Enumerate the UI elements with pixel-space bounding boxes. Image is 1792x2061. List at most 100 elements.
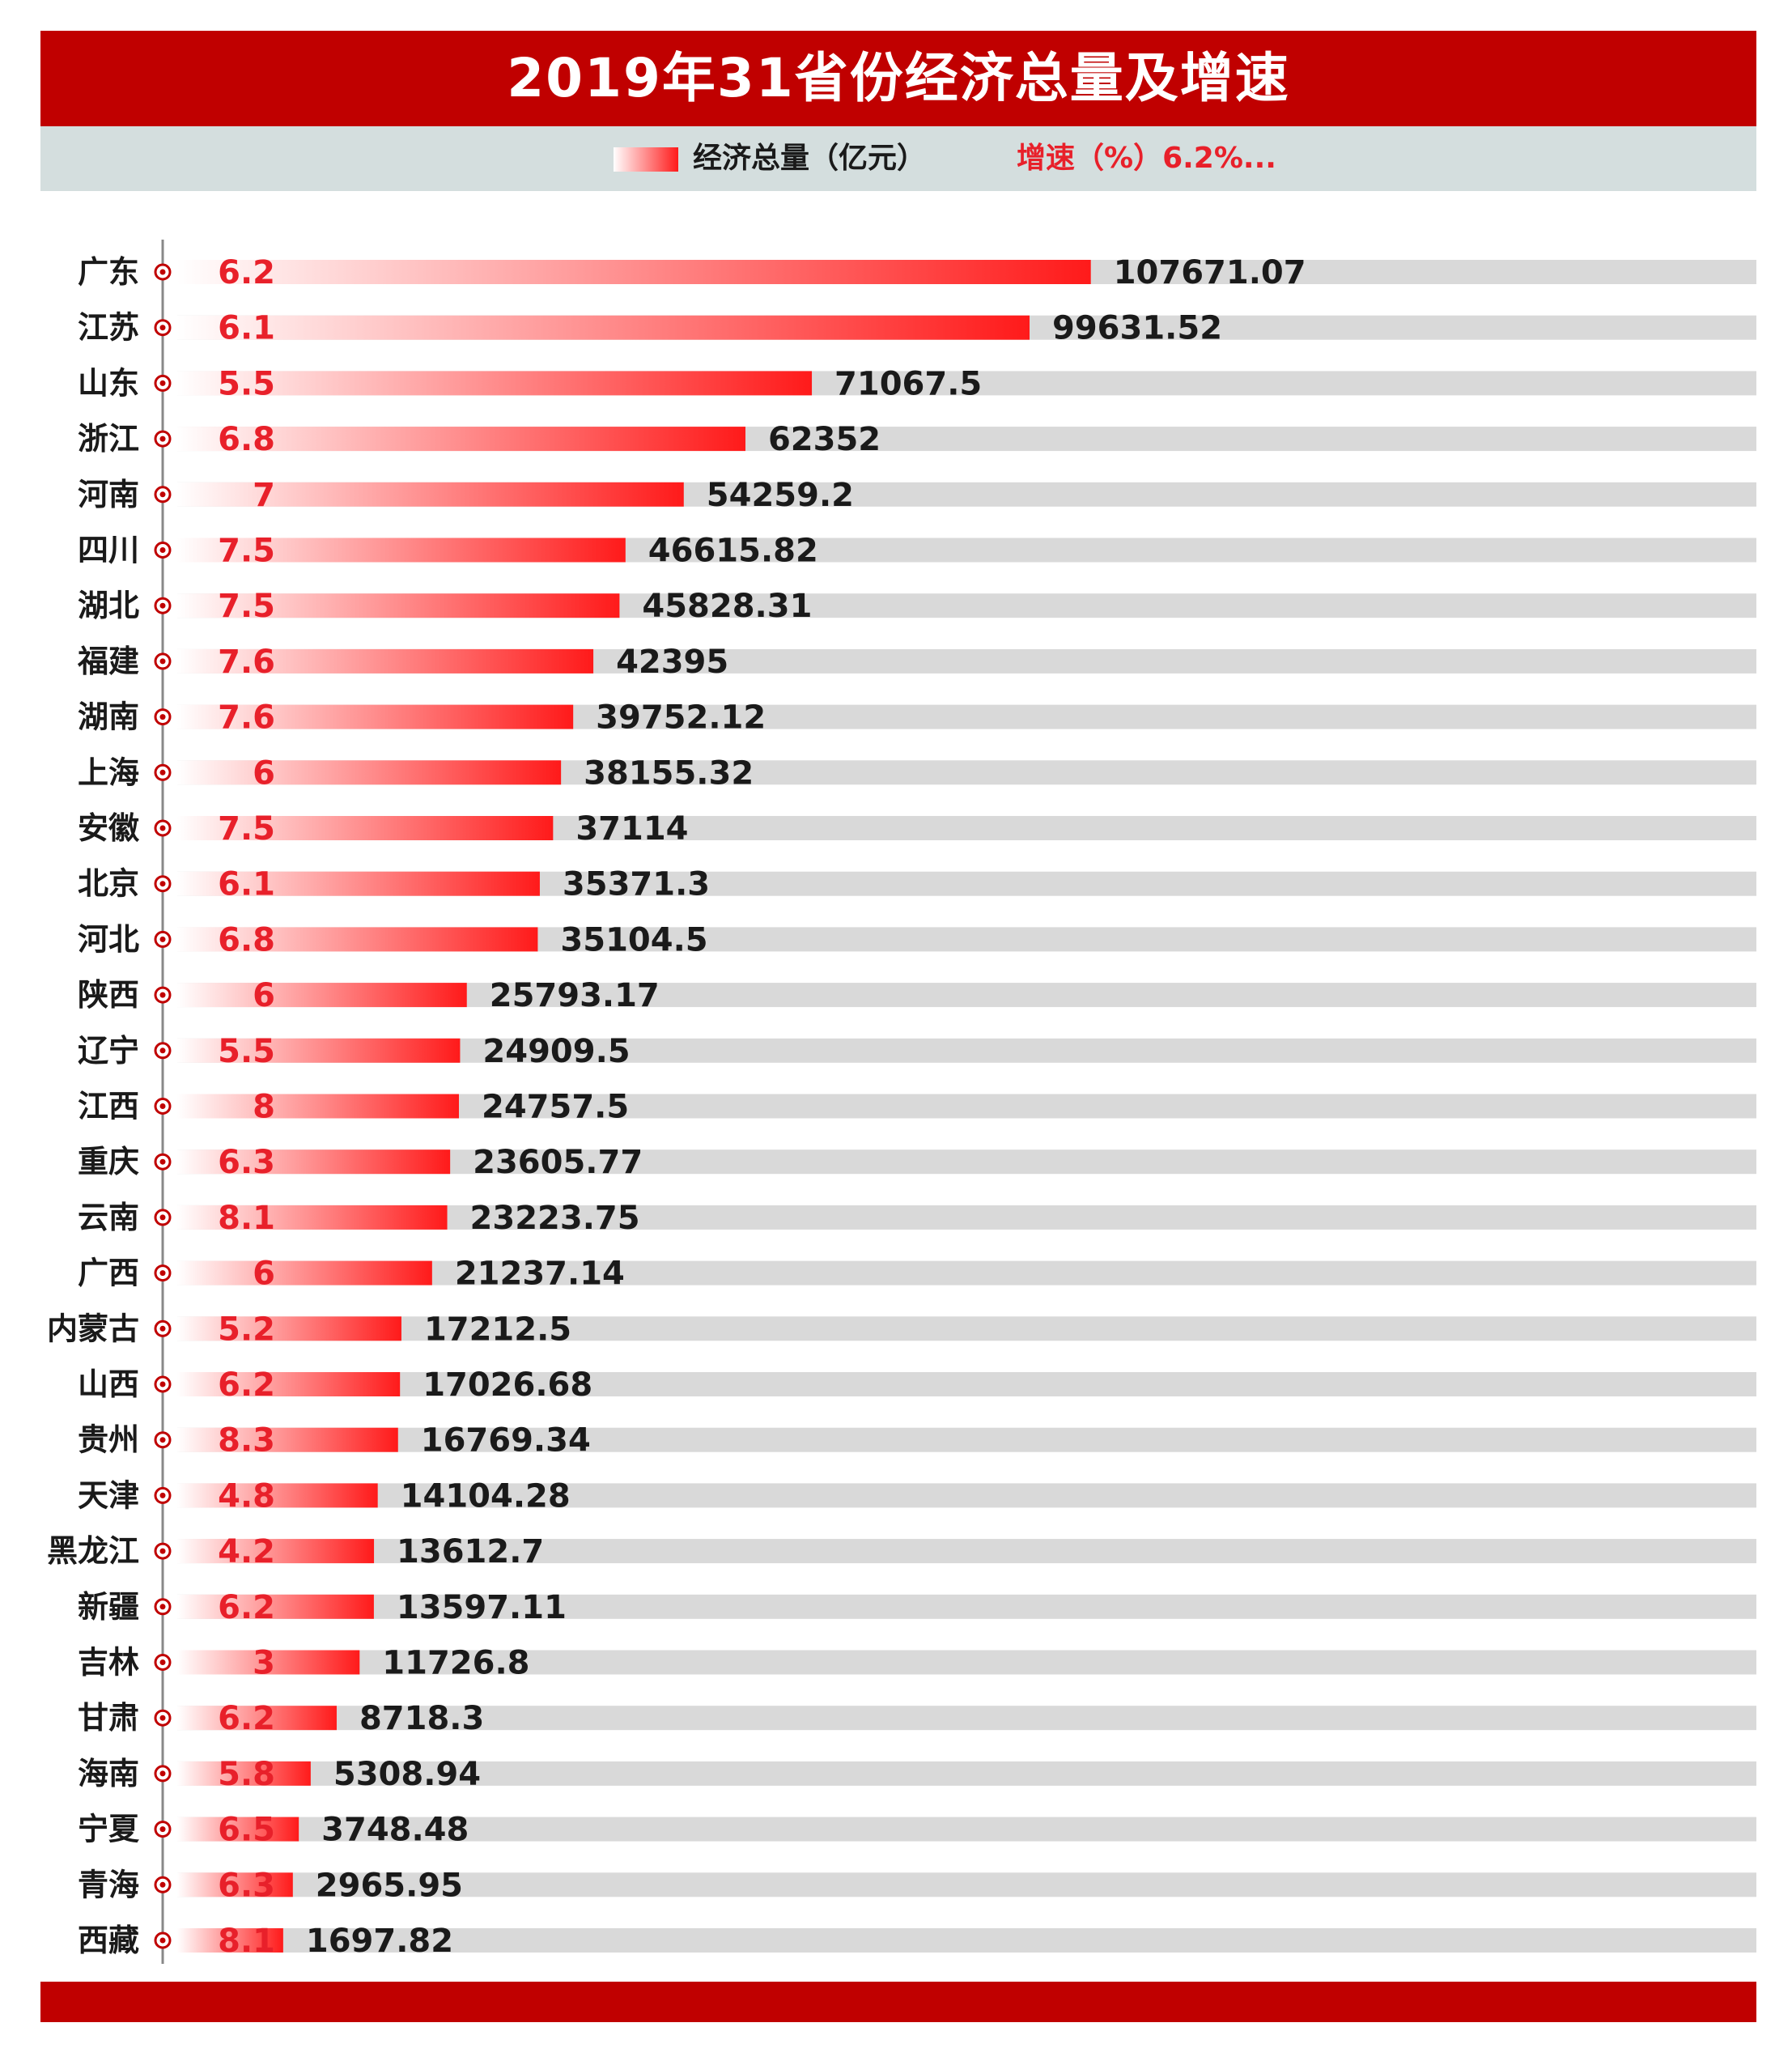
growth-label: 8 <box>253 1089 275 1126</box>
value-label: 23605.77 <box>473 1144 643 1181</box>
value-label: 46615.82 <box>648 533 818 570</box>
province-label: 江西 <box>78 1089 139 1124</box>
value-bar <box>177 1706 337 1731</box>
bar-track <box>177 1260 1756 1285</box>
axis-marker-dot <box>159 380 166 386</box>
growth-label: 6 <box>253 1256 275 1293</box>
province-label: 西藏 <box>78 1923 139 1958</box>
growth-label: 5.8 <box>218 1756 275 1793</box>
chart-row: 广东 6.2 107671.07 <box>78 254 1756 291</box>
province-label: 新疆 <box>78 1589 139 1625</box>
value-label: 3748.48 <box>321 1812 469 1849</box>
chart-row: 宁夏 6.5 3748.48 <box>78 1812 1756 1849</box>
value-bar <box>177 1149 451 1175</box>
province-label: 吉林 <box>78 1645 139 1681</box>
bar-track <box>177 1372 1756 1396</box>
chart-row: 广西 6 21237.14 <box>78 1256 1756 1293</box>
value-bar <box>177 315 1030 340</box>
value-label: 24909.5 <box>482 1033 630 1070</box>
axis-marker-dot <box>159 1604 166 1610</box>
axis-marker-dot <box>159 658 166 665</box>
value-bar <box>177 1539 375 1564</box>
axis-marker-dot <box>159 1270 166 1277</box>
value-bar <box>177 1594 374 1619</box>
axis-marker-dot <box>159 491 166 498</box>
chart-row: 河南 7 54259.2 <box>78 477 1756 514</box>
value-label: 8718.3 <box>359 1700 484 1737</box>
province-label: 广西 <box>78 1256 139 1291</box>
province-label: 北京 <box>78 866 139 902</box>
value-label: 25793.17 <box>490 977 660 1014</box>
bar-track <box>177 1872 1756 1897</box>
axis-marker-dot <box>159 602 166 609</box>
axis-marker-dot <box>159 1103 166 1109</box>
growth-label: 6.1 <box>218 310 275 347</box>
axis-marker-dot <box>159 325 166 331</box>
chart-row: 黑龙江 4.2 13612.7 <box>47 1533 1756 1570</box>
growth-label: 6.5 <box>218 1812 275 1849</box>
growth-label: 6.2 <box>218 254 275 291</box>
value-bar <box>177 1928 283 1953</box>
value-label: 17212.5 <box>424 1311 571 1348</box>
growth-label: 4.8 <box>218 1477 275 1515</box>
province-label: 黑龙江 <box>47 1533 139 1569</box>
legend-swatch <box>614 147 678 172</box>
chart-row: 湖北 7.5 45828.31 <box>78 588 1756 625</box>
growth-label: 8.3 <box>218 1422 275 1460</box>
value-bar <box>177 1038 461 1063</box>
axis-marker-dot <box>159 1881 166 1888</box>
chart-row: 山东 5.5 71067.5 <box>78 365 1756 402</box>
province-label: 贵州 <box>78 1422 139 1458</box>
province-label: 海南 <box>78 1756 139 1791</box>
province-label: 重庆 <box>78 1144 139 1179</box>
growth-label: 6.2 <box>218 1366 275 1404</box>
value-bar <box>177 260 1091 284</box>
value-bar <box>177 871 540 896</box>
value-label: 71067.5 <box>834 365 982 402</box>
province-label: 河北 <box>78 921 139 957</box>
value-label: 107671.07 <box>1114 254 1306 291</box>
growth-label: 5.2 <box>218 1311 275 1348</box>
chart-row: 安徽 7.5 37114 <box>78 810 1756 848</box>
axis-marker-dot <box>159 1937 166 1944</box>
axis-marker-dot <box>159 714 166 720</box>
growth-label: 6.2 <box>218 1700 275 1737</box>
growth-label: 5.5 <box>218 365 275 402</box>
axis-marker-dot <box>159 1047 166 1054</box>
value-bar <box>177 538 626 563</box>
province-label: 浙江 <box>78 421 139 457</box>
bar-track <box>177 1761 1756 1786</box>
bar-track <box>177 1483 1756 1508</box>
chart-row: 江苏 6.1 99631.52 <box>78 310 1756 347</box>
value-label: 39752.12 <box>596 699 766 737</box>
value-bar <box>177 1650 360 1675</box>
value-label: 13597.11 <box>397 1589 567 1626</box>
axis-marker-dot <box>159 881 166 887</box>
province-label: 辽宁 <box>78 1033 139 1069</box>
bar-track <box>177 1928 1756 1953</box>
value-label: 21237.14 <box>455 1256 625 1293</box>
value-bar <box>177 1205 448 1230</box>
province-label: 上海 <box>78 754 139 790</box>
chart-row: 云南 8.1 23223.75 <box>78 1200 1756 1237</box>
chart-row: 四川 7.5 46615.82 <box>78 533 1756 570</box>
province-label: 云南 <box>78 1200 139 1235</box>
chart-row: 山西 6.2 17026.68 <box>78 1366 1756 1404</box>
value-bar <box>177 816 554 840</box>
value-label: 37114 <box>575 810 688 848</box>
value-label: 11726.8 <box>382 1645 529 1682</box>
axis-marker-dot <box>159 769 166 776</box>
bar-track <box>177 1539 1756 1564</box>
province-label: 四川 <box>78 533 139 568</box>
chart-row: 新疆 6.2 13597.11 <box>78 1589 1756 1626</box>
province-label: 宁夏 <box>78 1812 140 1847</box>
chart-row: 甘肃 6.2 8718.3 <box>78 1700 1756 1737</box>
axis-marker-dot <box>159 269 166 275</box>
growth-label: 6.8 <box>218 921 275 958</box>
bar-track <box>177 1427 1756 1452</box>
value-label: 45828.31 <box>642 588 812 625</box>
growth-label: 7.5 <box>218 533 275 570</box>
chart-row: 内蒙古 5.2 17212.5 <box>47 1311 1756 1348</box>
value-label: 54259.2 <box>707 477 854 514</box>
province-label: 天津 <box>78 1477 139 1513</box>
